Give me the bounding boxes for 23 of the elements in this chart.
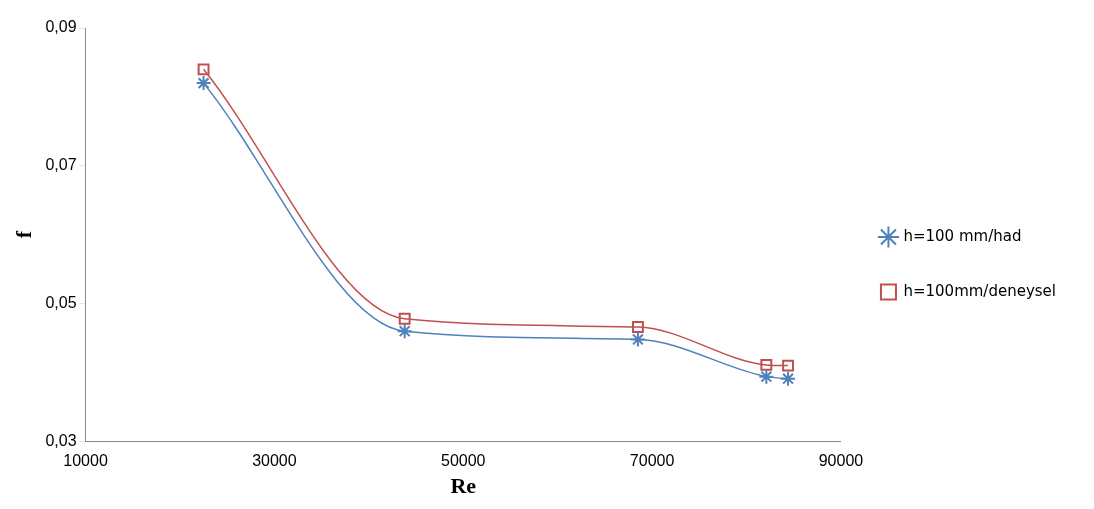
point [195, 75, 212, 92]
y-axis-title: f [10, 230, 36, 239]
point [629, 331, 646, 348]
point [780, 370, 797, 387]
point [631, 321, 644, 333]
y-tick-label: 0,09 [45, 18, 77, 36]
point [398, 312, 411, 325]
x-tick-label: 30000 [252, 452, 297, 470]
x-tick-label: 90000 [818, 452, 864, 470]
legend-label: h=100mm/deneysel [903, 281, 1057, 300]
point [782, 359, 795, 372]
y-tick-label: 0,07 [45, 156, 77, 174]
point [396, 323, 413, 340]
x-tick-label: 50000 [440, 452, 486, 470]
y-tick-label: 0,03 [45, 431, 77, 449]
point [760, 358, 773, 371]
legend-label: h=100 mm/had [903, 226, 1022, 245]
point [197, 63, 210, 76]
x-tick-label: 70000 [629, 452, 675, 470]
y-tick-label: 0,05 [45, 294, 77, 312]
x-tick-label: 10000 [63, 452, 108, 470]
x-axis-title: Re [450, 473, 477, 499]
point [758, 368, 775, 385]
